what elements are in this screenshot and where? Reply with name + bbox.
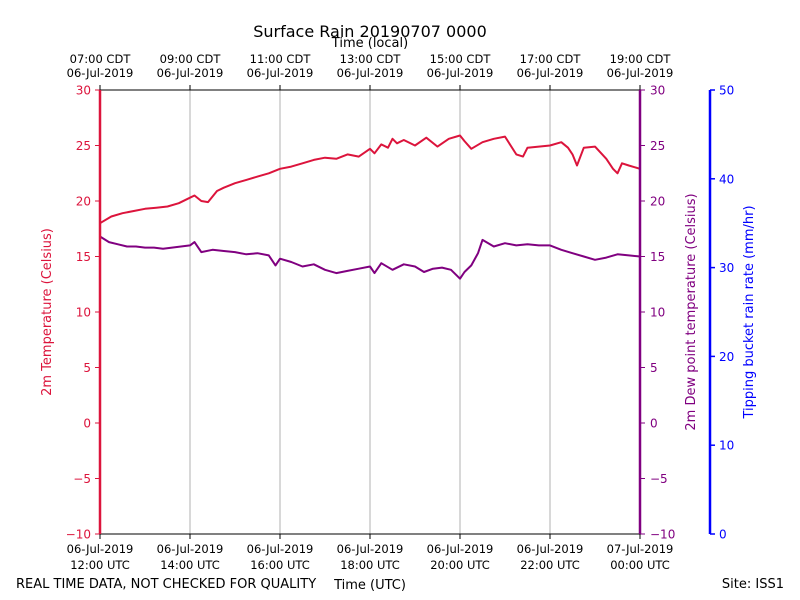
rain-rate-tick-label: 0 (719, 528, 727, 542)
utc-date-label: 06-Jul-2019 (427, 542, 494, 556)
dewpoint-tick-label: 5 (650, 361, 658, 375)
temperature-tick-label: 25 (76, 139, 91, 153)
temperature-tick-label: 20 (76, 195, 91, 209)
local-time-label: 07:00 CDT (70, 52, 132, 66)
local-time-label: 19:00 CDT (610, 52, 672, 66)
utc-date-label: 07-Jul-2019 (607, 542, 674, 556)
utc-date-label: 06-Jul-2019 (67, 542, 134, 556)
utc-date-label: 06-Jul-2019 (337, 542, 404, 556)
local-date-label: 06-Jul-2019 (247, 66, 314, 80)
temperature-tick-label: −10 (66, 528, 91, 542)
local-date-label: 06-Jul-2019 (67, 66, 134, 80)
dewpoint-tick-label: −10 (650, 528, 675, 542)
dewpoint-axis: −10 −5 0 5 10 15 20 25 30 (638, 84, 675, 542)
local-time-label: 11:00 CDT (250, 52, 312, 66)
rain-rate-tick-label: 20 (719, 350, 734, 364)
rain-rate-tick-label: 40 (719, 172, 734, 186)
utc-date-label: 06-Jul-2019 (247, 542, 314, 556)
grid-lines (189, 90, 551, 534)
utc-time-label: 00:00 UTC (610, 558, 670, 572)
dewpoint-tick-label: 0 (650, 417, 658, 431)
utc-time-axis: 06-Jul-2019 12:00 UTC 06-Jul-2019 14:00 UTC… (67, 534, 674, 572)
utc-time-label: 18:00 UTC (340, 558, 400, 572)
utc-time-label: 20:00 UTC (430, 558, 490, 572)
dewpoint-tick-label: 20 (650, 195, 665, 209)
dewpoint-tick-label: 30 (650, 84, 665, 98)
local-date-label: 06-Jul-2019 (337, 66, 404, 80)
utc-time-label: 14:00 UTC (160, 558, 220, 572)
rain-rate-tick-label: 30 (719, 261, 734, 275)
series-lines (99, 134, 641, 280)
site-label: Site: ISS1 (722, 577, 784, 592)
rain-rate-tick-label: 10 (719, 439, 734, 453)
temperature-axis-label: 2m Temperature (Celsius) (40, 228, 55, 396)
local-date-label: 06-Jul-2019 (157, 66, 224, 80)
utc-time-label: 22:00 UTC (520, 558, 580, 572)
temperature-axis: −10 −5 0 5 10 15 20 25 30 (66, 84, 102, 542)
local-time-label: 17:00 CDT (520, 52, 582, 66)
temperature-tick-label: −5 (73, 472, 91, 486)
local-date-label: 06-Jul-2019 (517, 66, 584, 80)
dewpoint-tick-label: −5 (650, 472, 668, 486)
bottom-axis-label: Time (UTC) (333, 578, 406, 593)
local-time-label: 15:00 CDT (430, 52, 492, 66)
local-time-label: 09:00 CDT (160, 52, 222, 66)
rain-rate-axis: 0 10 20 30 40 50 (708, 84, 734, 542)
utc-time-label: 16:00 UTC (250, 558, 310, 572)
temperature-tick-label: 10 (76, 306, 91, 320)
dewpoint-tick-label: 25 (650, 139, 665, 153)
utc-date-label: 06-Jul-2019 (157, 542, 224, 556)
temperature-tick-label: 0 (83, 417, 91, 431)
temperature-series-line (99, 134, 641, 225)
dewpoint-axis-label: 2m Dew point temperature (Celsius) (684, 193, 699, 430)
local-date-label: 06-Jul-2019 (607, 66, 674, 80)
quality-disclaimer: REAL TIME DATA, NOT CHECKED FOR QUALITY (16, 577, 316, 592)
rain-rate-tick-label: 50 (719, 84, 734, 98)
dewpoint-tick-label: 15 (650, 250, 665, 264)
temperature-tick-label: 15 (76, 250, 91, 264)
local-time-label: 13:00 CDT (340, 52, 402, 66)
chart-title: Surface Rain 20190707 0000 (253, 22, 487, 41)
temperature-tick-label: 30 (76, 84, 91, 98)
temperature-tick-label: 5 (83, 361, 91, 375)
utc-time-label: 12:00 UTC (70, 558, 130, 572)
local-date-label: 06-Jul-2019 (427, 66, 494, 80)
rain-rate-axis-label: Tipping bucket rain rate (mm/hr) (742, 205, 757, 419)
top-axis-label: Time (local) (331, 36, 408, 51)
dewpoint-series-line (99, 235, 641, 280)
utc-date-label: 06-Jul-2019 (517, 542, 584, 556)
dewpoint-tick-label: 10 (650, 306, 665, 320)
